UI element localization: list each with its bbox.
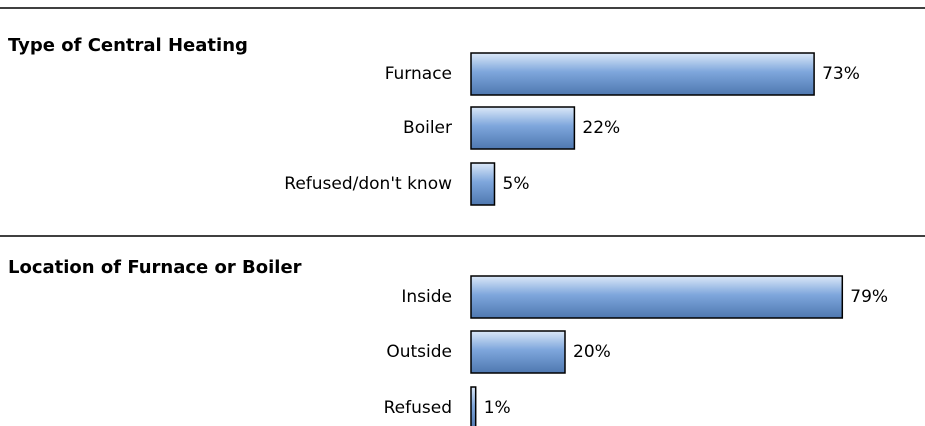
value-label: 22% [582,118,620,138]
bar [470,330,566,374]
value-label: 1% [484,398,511,418]
bar [470,162,496,206]
chart-title: Location of Furnace or Boiler [8,257,302,278]
bar [470,275,844,319]
category-label: Inside [401,287,452,307]
value-label: 79% [850,287,888,307]
value-label: 5% [503,174,530,194]
category-label: Boiler [403,118,452,138]
bar [470,52,815,96]
bar [470,106,576,150]
value-label: 20% [573,342,611,362]
category-label: Refused/don't know [284,174,452,194]
category-label: Refused [384,398,452,418]
bar [470,386,477,426]
category-label: Outside [386,342,452,362]
value-label: 73% [822,64,860,84]
category-label: Furnace [385,64,452,84]
chart-title: Type of Central Heating [8,35,248,56]
